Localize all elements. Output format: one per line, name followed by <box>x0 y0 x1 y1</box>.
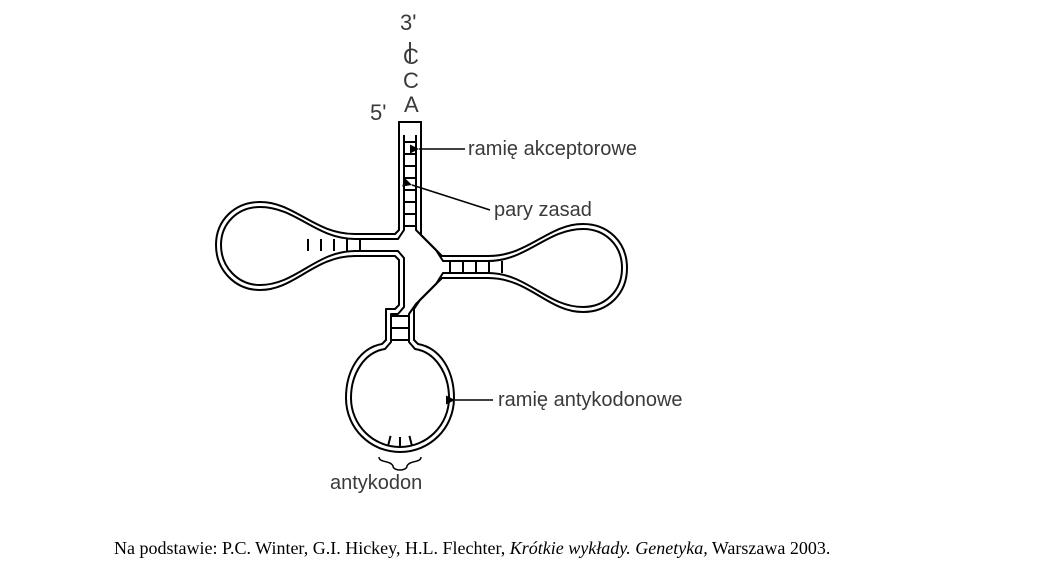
source-credit: Na podstawie: P.C. Winter, G.I. Hickey, … <box>114 538 830 559</box>
five-prime-label: 5' <box>370 100 386 126</box>
acceptor-arm-label: ramię akceptorowe <box>468 138 637 161</box>
cca-1: C <box>403 68 419 94</box>
base-pairs-label: pary zasad <box>494 199 592 222</box>
cca-2: A <box>404 92 419 118</box>
anticodon-label: antykodon <box>330 472 422 495</box>
cca-0: C <box>403 44 419 70</box>
credit-italic: Krótkie wykłady. Genetyka, <box>510 538 708 558</box>
credit-suffix: Warszawa 2003. <box>708 538 831 558</box>
three-prime-label: 3' <box>400 10 416 36</box>
anticodon-arm-label: ramię antykodonowe <box>498 389 683 412</box>
trna-diagram <box>0 0 1056 575</box>
credit-prefix: Na podstawie: P.C. Winter, G.I. Hickey, … <box>114 538 510 558</box>
